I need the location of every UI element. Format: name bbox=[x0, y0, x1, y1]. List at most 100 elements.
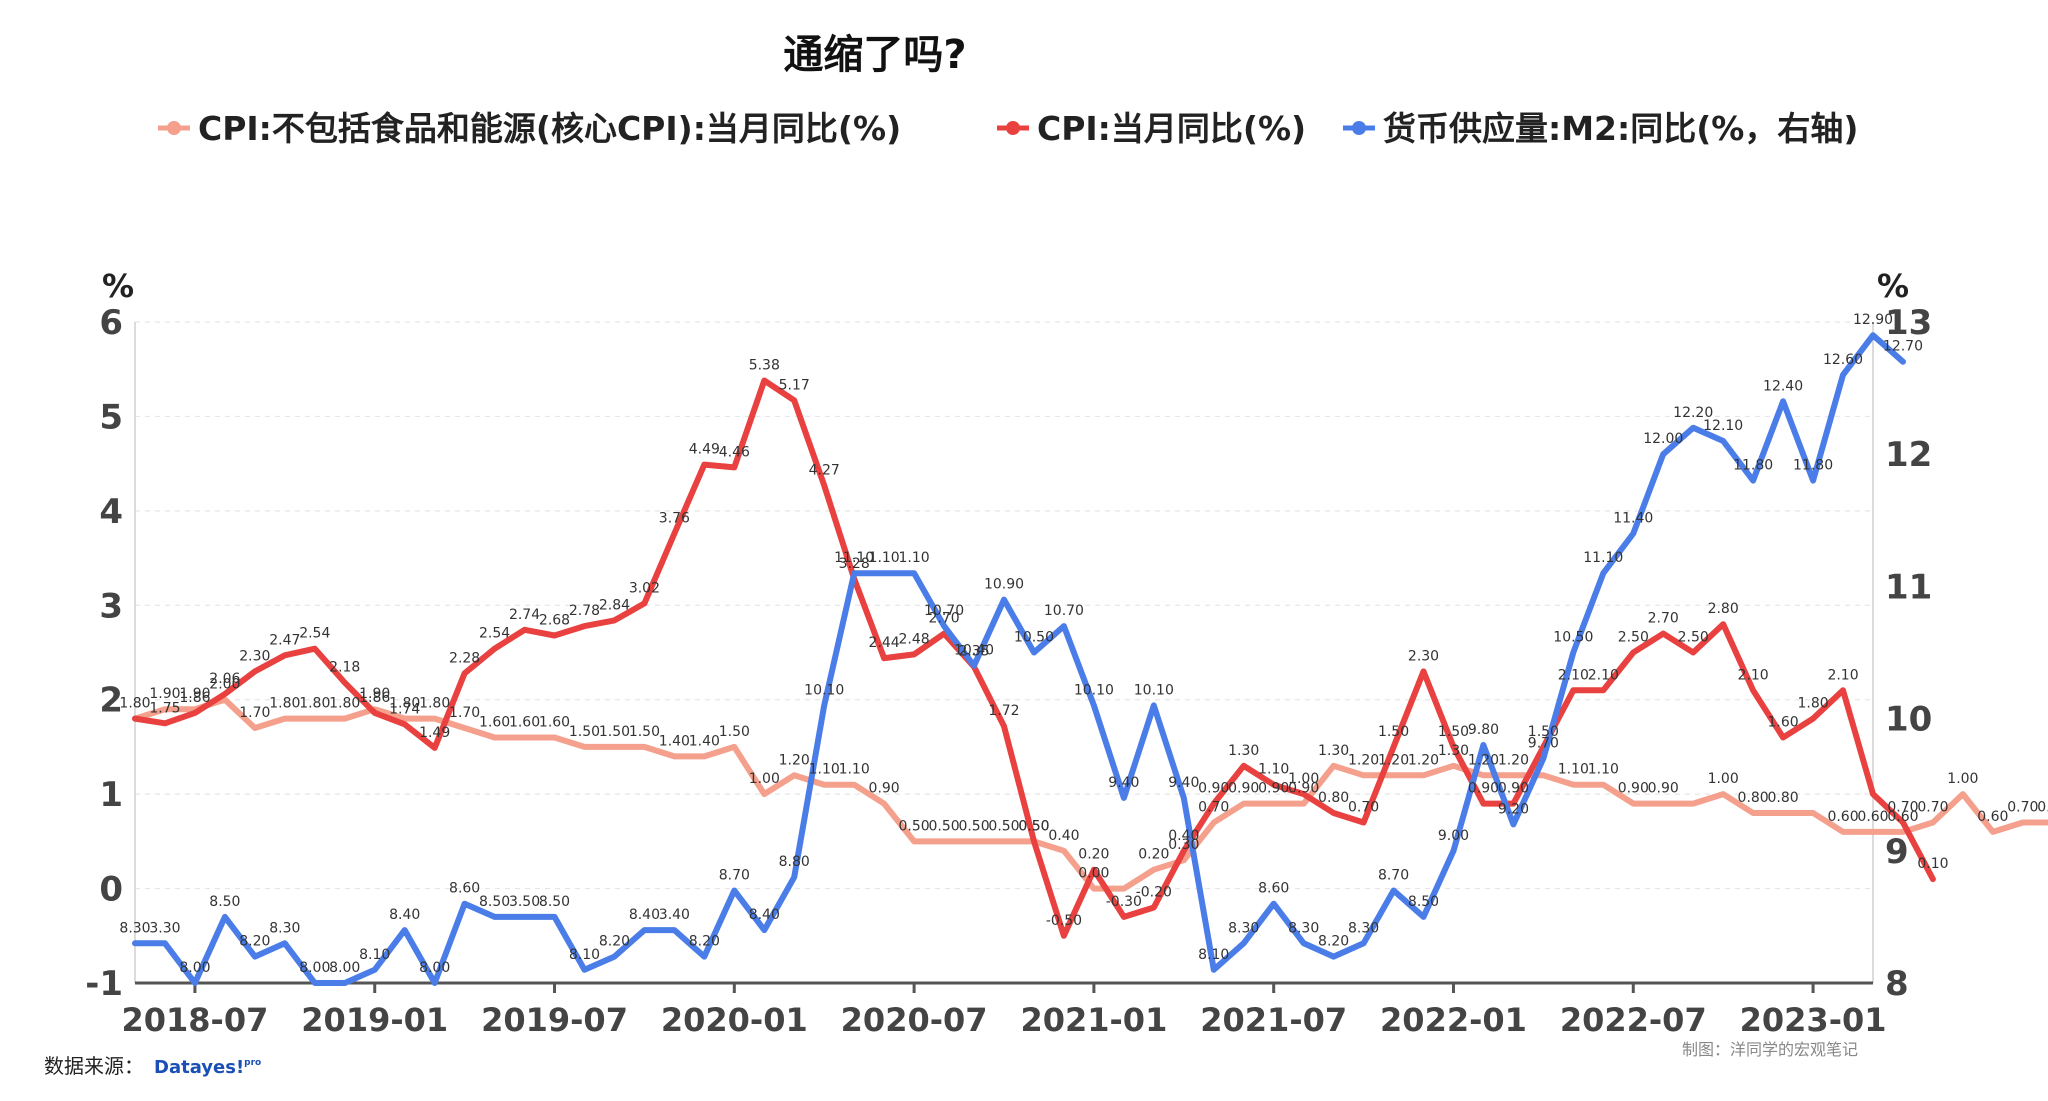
data-label-cpi: 2.10 bbox=[1738, 667, 1769, 683]
data-label-m2: 9.80 bbox=[1468, 722, 1499, 738]
data-label-cpi: 2.10 bbox=[1588, 667, 1619, 683]
data-label-cpi: 2.54 bbox=[299, 626, 330, 642]
data-label-core-cpi: 0.20 bbox=[1138, 847, 1169, 863]
data-label-cpi: 3.76 bbox=[659, 511, 690, 527]
y-right-tick-label: 9 bbox=[1885, 832, 1909, 872]
data-label-m2: 11.10 bbox=[1583, 550, 1623, 566]
data-label-core-cpi: 1.50 bbox=[629, 724, 660, 740]
footer: 数据来源： Datayes!pro 制图：洋同学的宏观笔记 bbox=[44, 1040, 1858, 1078]
y-left-tick-label: 3 bbox=[99, 586, 123, 626]
data-label-core-cpi: 1.20 bbox=[1468, 752, 1499, 768]
data-label-m2: 8.80 bbox=[779, 854, 810, 870]
data-label-m2: 8.00 bbox=[329, 960, 360, 976]
datayes-logo: Datayes!pro bbox=[154, 1057, 261, 1078]
data-label-core-cpi: 1.10 bbox=[809, 762, 840, 778]
data-label-m2: 1.10 bbox=[899, 550, 930, 566]
series-line-m2[interactable] bbox=[132, 332, 1906, 986]
data-label-m2: 10.50 bbox=[1553, 630, 1593, 646]
y-left-tick-label: -1 bbox=[85, 964, 123, 1004]
data-label-cpi: 2.30 bbox=[239, 648, 270, 664]
data-label-m2: 8.00 bbox=[419, 960, 450, 976]
y-left-tick-label: 1 bbox=[99, 775, 123, 815]
data-label-core-cpi: 1.30 bbox=[1318, 743, 1349, 759]
data-label-m2: 8.30 bbox=[1348, 920, 1379, 936]
data-label-cpi: 3.02 bbox=[629, 580, 660, 596]
x-tick-label: 2022-07 bbox=[1560, 1001, 1707, 1039]
data-label-core-cpi: 1.60 bbox=[479, 714, 510, 730]
data-label-cpi: -0.30 bbox=[1106, 894, 1142, 910]
data-label-core-cpi: 0.90 bbox=[1618, 781, 1649, 797]
legend-item-cpi[interactable]: CPI:当月同比(%) bbox=[997, 109, 1306, 148]
data-label-m2: 8.50 bbox=[209, 894, 240, 910]
right-axis-unit: % bbox=[1877, 267, 1909, 305]
legend-label-m2: 货币供应量:M2:同比(%，右轴) bbox=[1383, 109, 1858, 148]
data-label-m2: 11.80 bbox=[1733, 458, 1773, 474]
data-label-m2: 8.70 bbox=[719, 867, 750, 883]
data-label-core-cpi: 1.00 bbox=[1947, 771, 1978, 787]
data-label-cpi: 2.50 bbox=[1678, 630, 1709, 646]
data-label-core-cpi: 0.00 bbox=[1078, 866, 1109, 882]
data-label-cpi: 2.80 bbox=[1708, 601, 1739, 617]
legend-item-core-cpi[interactable]: CPI:不包括食品和能源(核心CPI):当月同比(%) bbox=[158, 109, 901, 148]
y-left-tick-label: 0 bbox=[99, 870, 123, 910]
y-left-tick-label: 5 bbox=[99, 397, 123, 437]
y-right-tick-label: 12 bbox=[1885, 435, 1932, 475]
x-tick-label: 2018-07 bbox=[121, 1001, 268, 1039]
data-label-core-cpi: 0.90 bbox=[1228, 781, 1259, 797]
data-label-m2: 11.80 bbox=[1793, 458, 1833, 474]
data-label-cpi: 2.84 bbox=[599, 597, 630, 613]
legend-item-m2[interactable]: 货币供应量:M2:同比(%，右轴) bbox=[1343, 109, 1858, 148]
data-label-m2: 10.50 bbox=[1014, 630, 1054, 646]
data-label-cpi: 2.70 bbox=[928, 611, 959, 627]
data-label-core-cpi: 1.80 bbox=[299, 696, 330, 712]
data-label-cpi: 0.70 bbox=[1887, 799, 1918, 815]
data-label-core-cpi: 0.60 bbox=[1887, 809, 1918, 825]
y-left-tick-label: 6 bbox=[99, 303, 123, 343]
data-label-core-cpi: 1.50 bbox=[599, 724, 630, 740]
data-label-m2: 9.20 bbox=[1498, 801, 1529, 817]
data-label-m2: 8.50 bbox=[539, 894, 570, 910]
data-label-m2: 8.40 bbox=[389, 907, 420, 923]
series-line-core-cpi[interactable] bbox=[132, 696, 2048, 892]
data-label-core-cpi: 0.90 bbox=[1648, 781, 1679, 797]
data-label-cpi: 4.46 bbox=[719, 444, 750, 460]
data-label-m2: 8.30 bbox=[119, 920, 150, 936]
data-label-core-cpi: 1.00 bbox=[749, 771, 780, 787]
data-label-core-cpi: 0.60 bbox=[1857, 809, 1888, 825]
data-label-cpi: 2.78 bbox=[569, 603, 600, 619]
data-label-cpi: 0.90 bbox=[1498, 781, 1529, 797]
data-label-core-cpi: 0.50 bbox=[1018, 818, 1049, 834]
data-label-cpi: 0.20 bbox=[1078, 847, 1109, 863]
data-label-m2: 8.20 bbox=[239, 934, 270, 950]
data-label-cpi: 2.28 bbox=[449, 650, 480, 666]
left-axis-unit: % bbox=[102, 267, 134, 305]
x-tick-label: 2023-01 bbox=[1740, 1001, 1887, 1039]
source-label: 数据来源： bbox=[44, 1054, 144, 1078]
data-label-m2: 9.00 bbox=[1438, 828, 1469, 844]
chart-title: 通缩了吗? bbox=[783, 32, 966, 78]
data-label-core-cpi: 0.50 bbox=[928, 818, 959, 834]
series-line-cpi[interactable] bbox=[132, 377, 1936, 939]
data-label-cpi: 1.10 bbox=[1258, 762, 1289, 778]
data-label-m2: 3.50 bbox=[509, 894, 540, 910]
data-label-core-cpi: 1.80 bbox=[119, 696, 150, 712]
data-label-core-cpi: 0.30 bbox=[1168, 837, 1199, 853]
data-label-m2: 12.60 bbox=[1823, 352, 1863, 368]
legend-label-core-cpi: CPI:不包括食品和能源(核心CPI):当月同比(%) bbox=[198, 109, 901, 148]
data-label-cpi: 5.38 bbox=[749, 358, 780, 374]
data-label-cpi: 2.06 bbox=[209, 671, 240, 687]
data-label-m2: 8.10 bbox=[1198, 947, 1229, 963]
data-label-core-cpi: 1.90 bbox=[359, 686, 390, 702]
grid bbox=[135, 321, 1873, 984]
data-label-core-cpi: 1.60 bbox=[539, 714, 570, 730]
data-label-cpi: 2.44 bbox=[869, 635, 900, 651]
data-label-cpi: 1.86 bbox=[179, 690, 210, 706]
data-label-cpi: -0.50 bbox=[1046, 913, 1082, 929]
x-tick-label: 2020-01 bbox=[661, 1001, 808, 1039]
data-label-core-cpi: 0.80 bbox=[1738, 790, 1769, 806]
data-label-core-cpi: 0.60 bbox=[1977, 809, 2008, 825]
data-label-cpi: 1.75 bbox=[149, 700, 180, 716]
data-label-core-cpi: 1.80 bbox=[269, 696, 300, 712]
data-label-cpi: 0.70 bbox=[1348, 799, 1379, 815]
